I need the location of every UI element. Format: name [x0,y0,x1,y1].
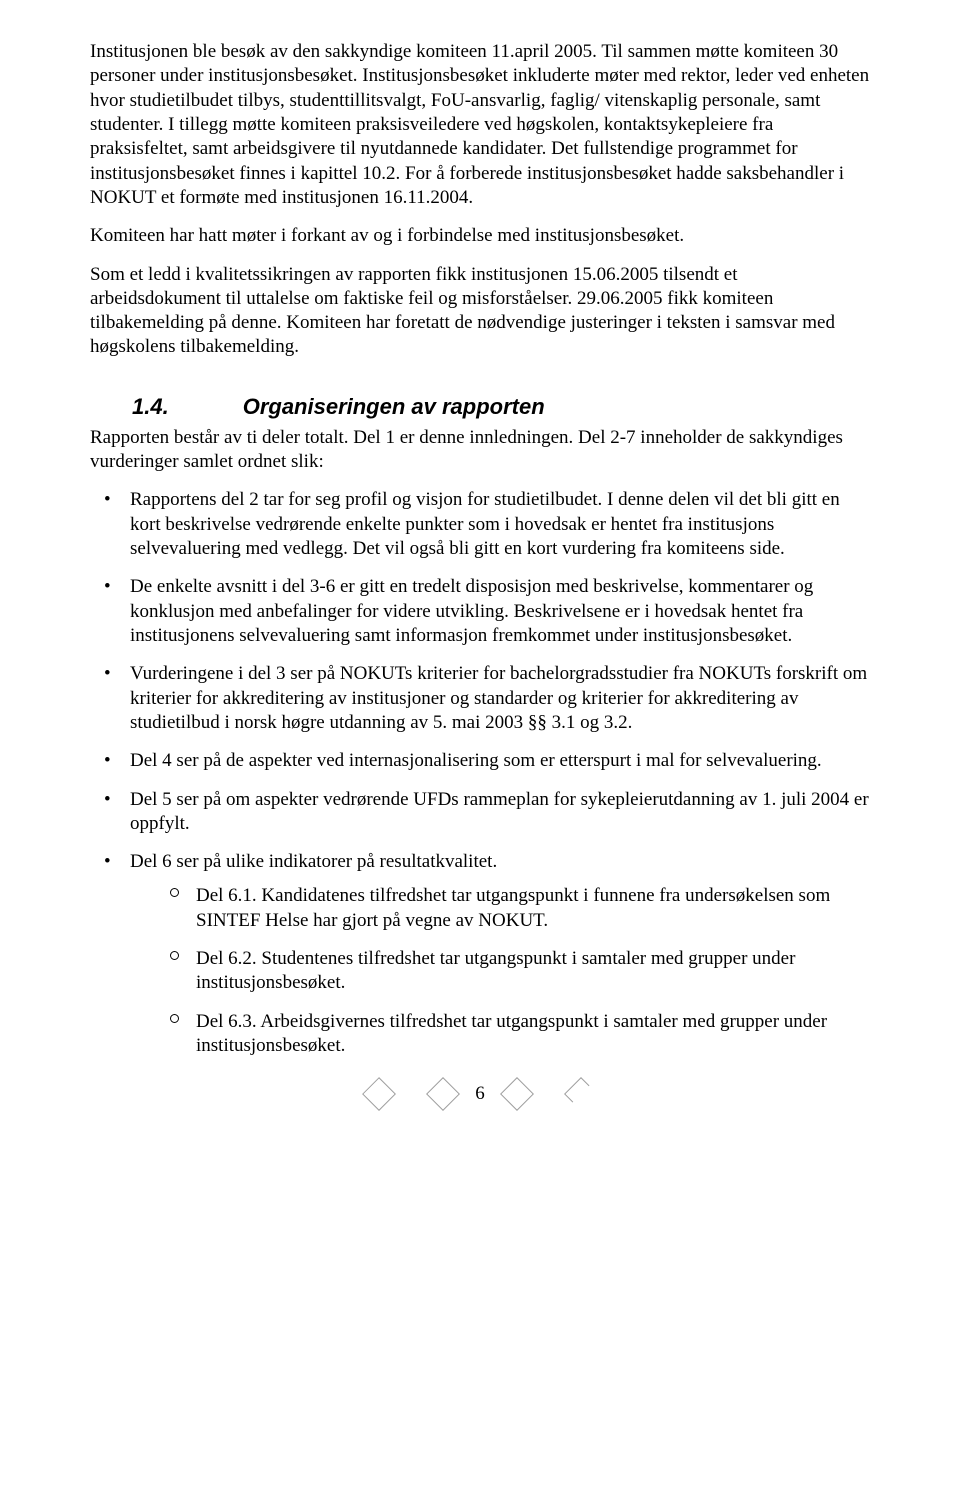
diamond-icon [500,1077,534,1111]
circle-icon [170,888,179,897]
list-item: Del 4 ser på de aspekter ved internasjon… [90,749,870,773]
sub-list-item: Del 6.1. Kandidatenes tilfredshet tar ut… [130,884,870,933]
paragraph-1: Institusjonen ble besøk av den sakkyndig… [90,40,870,210]
list-item-text: Del 6 ser på ulike indikatorer på result… [130,851,497,872]
sub-list-item: Del 6.2. Studentenes tilfredshet tar utg… [130,947,870,996]
diamond-icon [362,1077,396,1111]
section-heading: 1.4. Organiseringen av rapporten [90,394,870,420]
page-number: 6 [475,1083,485,1105]
page-footer: 6 [90,1082,870,1111]
paragraph-2: Komiteen har hatt møter i forkant av og … [90,224,870,248]
paragraph-3: Som et ledd i kvalitetssikringen av rapp… [90,263,870,360]
heading-number: 1.4. [132,394,169,420]
sub-list-item-text: Del 6.2. Studentenes tilfredshet tar utg… [196,948,795,993]
list-item: Rapportens del 2 tar for seg profil og v… [90,488,870,561]
list-item: Vurderingene i del 3 ser på NOKUTs krite… [90,662,870,735]
diamond-icon [564,1077,598,1111]
circle-icon [170,1014,179,1023]
diamond-icon [426,1077,460,1111]
sub-list-item: Del 6.3. Arbeidsgivernes tilfredshet tar… [130,1010,870,1059]
document-page: Institusjonen ble besøk av den sakkyndig… [0,0,960,1151]
paragraph-4: Rapporten består av ti deler totalt. Del… [90,426,870,475]
bullet-list: Rapportens del 2 tar for seg profil og v… [90,488,870,1058]
list-item: De enkelte avsnitt i del 3-6 er gitt en … [90,575,870,648]
sub-bullet-list: Del 6.1. Kandidatenes tilfredshet tar ut… [130,884,870,1058]
heading-title: Organiseringen av rapporten [243,394,545,420]
circle-icon [170,951,179,960]
footer-decoration: 6 [347,1082,613,1106]
list-item-with-sublist: Del 6 ser på ulike indikatorer på result… [90,850,870,1058]
sub-list-item-text: Del 6.3. Arbeidsgivernes tilfredshet tar… [196,1011,827,1056]
list-item: Del 5 ser på om aspekter vedrørende UFDs… [90,788,870,837]
sub-list-item-text: Del 6.1. Kandidatenes tilfredshet tar ut… [196,885,830,930]
